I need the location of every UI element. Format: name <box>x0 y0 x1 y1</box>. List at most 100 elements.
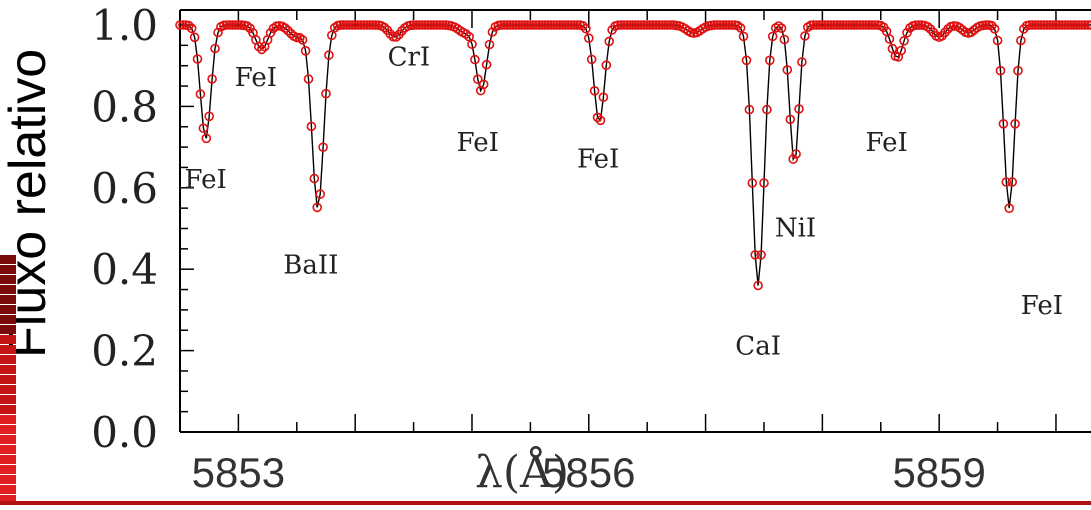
data-point <box>800 31 810 41</box>
data-point <box>738 31 749 42</box>
data-points <box>175 20 1091 291</box>
data-point <box>280 23 290 33</box>
data-point <box>370 20 381 30</box>
data-point <box>756 250 766 260</box>
side-strip-block <box>0 475 16 484</box>
data-point <box>341 20 352 30</box>
data-point <box>379 22 390 33</box>
data-point <box>896 45 907 56</box>
data-point <box>1048 20 1058 30</box>
y-tick-label: 0.4 <box>91 245 158 294</box>
side-strip-block <box>0 425 16 434</box>
data-point <box>207 74 217 84</box>
data-point <box>256 44 267 55</box>
side-strip-block <box>0 345 16 354</box>
side-strip-block <box>0 435 16 444</box>
data-point <box>1016 35 1026 46</box>
data-point <box>721 20 731 30</box>
data-point <box>741 55 752 66</box>
data-point <box>1001 177 1012 187</box>
data-point <box>735 23 746 33</box>
line-label: CrI <box>388 43 431 73</box>
data-point <box>1007 177 1018 187</box>
data-point <box>724 20 734 30</box>
line-label: CaI <box>735 332 781 362</box>
y-tick-label: 0.6 <box>91 164 158 213</box>
x-tick-label: 5856 <box>542 449 635 496</box>
side-strip-block <box>0 415 16 424</box>
data-point <box>1013 65 1023 76</box>
line-label: FeI <box>577 144 619 174</box>
data-point <box>902 27 912 38</box>
data-point <box>578 20 588 31</box>
data-point <box>306 121 317 132</box>
data-point <box>484 39 495 50</box>
data-point <box>785 114 796 125</box>
data-point <box>782 65 793 75</box>
side-strip-block <box>0 495 16 504</box>
data-point <box>467 39 477 50</box>
data-point <box>175 20 185 30</box>
data-point <box>1027 20 1038 30</box>
line-label: FeI <box>865 128 907 158</box>
data-point <box>645 20 655 30</box>
data-point <box>767 31 778 42</box>
data-point <box>283 25 293 36</box>
y-tick-label: 0.8 <box>91 82 158 131</box>
data-point <box>417 20 428 30</box>
data-point <box>899 35 909 46</box>
data-point <box>598 92 609 102</box>
data-point <box>744 104 755 115</box>
line-label: FeI <box>185 165 227 195</box>
x-tick-label: 5853 <box>192 449 285 496</box>
data-point <box>1086 20 1091 30</box>
side-strip-block <box>0 305 16 314</box>
data-point <box>867 20 877 30</box>
data-point <box>233 20 244 30</box>
data-point <box>989 24 1000 34</box>
data-point <box>808 20 819 30</box>
data-point <box>589 86 600 96</box>
data-point <box>367 20 378 30</box>
data-point <box>586 54 597 65</box>
y-tick-label: 0.0 <box>91 408 158 457</box>
data-point <box>470 54 480 65</box>
data-point <box>595 115 606 126</box>
data-point <box>870 20 880 30</box>
data-point <box>481 59 492 70</box>
side-strip-block <box>0 395 16 404</box>
data-point <box>201 133 212 144</box>
side-strip-block <box>0 335 16 344</box>
data-point <box>1059 20 1070 30</box>
data-point <box>910 20 921 31</box>
data-point <box>1083 20 1091 30</box>
data-point <box>221 20 232 30</box>
data-point <box>186 23 197 34</box>
data-point <box>592 112 603 123</box>
side-strip-block <box>0 315 16 324</box>
side-strip-block <box>0 325 16 334</box>
data-point <box>414 20 425 30</box>
side-strip-block <box>0 295 16 304</box>
data-point <box>779 34 790 45</box>
data-point <box>788 154 799 164</box>
data-point <box>583 33 594 44</box>
data-point <box>604 36 615 47</box>
line-label: FeI <box>1021 291 1063 321</box>
side-strip-block <box>0 375 16 384</box>
data-point <box>718 20 728 30</box>
x-tick-label: 5859 <box>892 449 985 496</box>
data-point <box>727 20 737 30</box>
data-point <box>884 34 895 44</box>
data-point <box>178 20 188 30</box>
line-label: FeI <box>457 128 499 158</box>
side-strip-block <box>0 485 16 494</box>
data-point <box>1080 20 1090 30</box>
data-point <box>601 60 612 70</box>
data-point <box>662 20 673 30</box>
x-axis-label-text: λ(Å) <box>475 445 569 498</box>
data-point <box>189 32 200 43</box>
data-point <box>659 20 670 30</box>
